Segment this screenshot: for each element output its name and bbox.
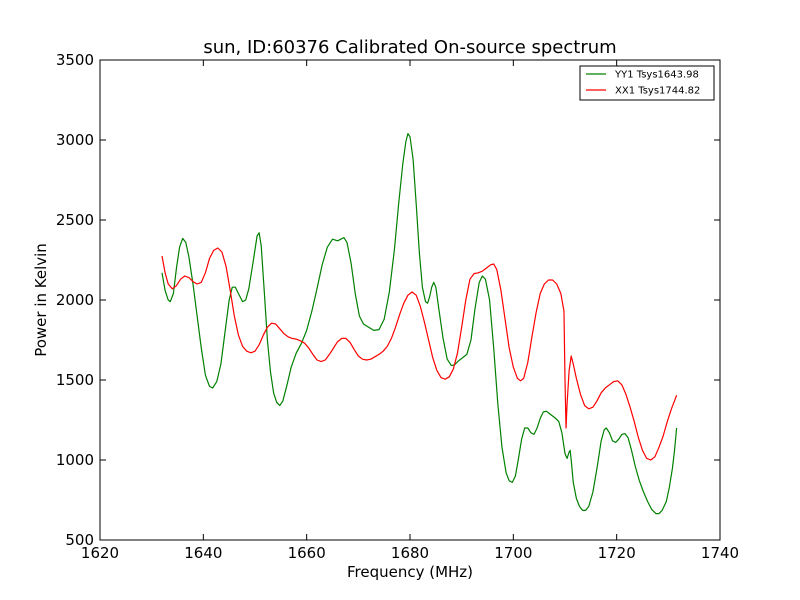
y-tick-label: 3000 [56,131,94,149]
series-line-0 [161,133,678,515]
x-axis-label: Frequency (MHz) [347,563,473,581]
series-lines [161,133,678,515]
legend-box [579,65,715,101]
x-tick-label: 1740 [701,544,739,562]
x-tick-label: 1660 [288,544,326,562]
x-tick-label: 1620 [81,544,119,562]
axis-ticks: 1620 1640 1660 1680 1700 1720 1740 500 1000 1500 2… [56,51,739,562]
x-tick-label: 1640 [184,544,222,562]
x-tick-label: 1700 [494,544,532,562]
y-tick-label: 3500 [56,51,94,69]
x-tick-label: 1680 [391,544,429,562]
y-tick-label: 1000 [56,451,94,469]
legend-label-0: YY1 Tsys1643.98 [614,70,699,81]
y-tick-label: 2500 [56,211,94,229]
legend: YY1 Tsys1643.98 XX1 Tsys1744.82 [579,65,715,101]
legend-label-1: XX1 Tsys1744.82 [615,86,700,97]
x-tick-label: 1720 [598,544,636,562]
series-line-1 [161,247,678,461]
y-tick-label: 2000 [56,291,94,309]
y-tick-label: 500 [65,531,94,549]
chart-title: sun, ID:60376 Calibrated On-source spect… [203,37,616,58]
y-axis-label: Power in Kelvin [32,243,50,357]
y-tick-label: 1500 [56,371,94,389]
